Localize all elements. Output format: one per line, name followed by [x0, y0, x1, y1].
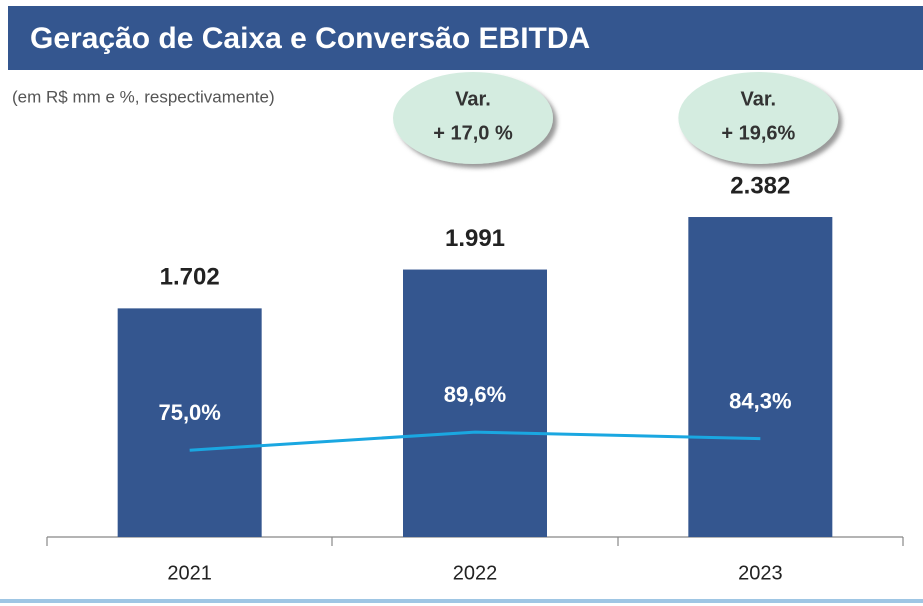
annotation: + 17,0 %: [433, 122, 513, 144]
subtitle: (em R$ mm e %, respectivamente): [12, 87, 275, 106]
axis-ticks: [46, 537, 904, 546]
data-label: 89,6%: [444, 382, 506, 407]
annotation: Var.: [455, 88, 491, 110]
bottom-rule: [0, 599, 923, 603]
bar: [117, 308, 262, 537]
x-tick-label: 2021: [167, 562, 212, 584]
data-label: 75,0%: [158, 400, 220, 425]
annotation-bubble: [393, 72, 553, 164]
bar: [688, 217, 833, 537]
data-label: 1.991: [445, 225, 505, 252]
line: [189, 430, 761, 452]
data-label: 2.382: [730, 172, 790, 199]
annotation: Var.: [741, 88, 777, 110]
annotation: + 19,6%: [721, 122, 795, 144]
title-bar: [8, 6, 923, 70]
x-tick-label: 2023: [738, 562, 783, 584]
chart-title: Geração de Caixa e Conversão EBITDA: [30, 22, 590, 55]
data-label: 1.702: [160, 264, 220, 291]
bar: [403, 269, 547, 537]
annotation-bubble: [678, 72, 839, 164]
x-tick-label: 2022: [453, 562, 498, 584]
data-label: 84,3%: [729, 388, 791, 413]
